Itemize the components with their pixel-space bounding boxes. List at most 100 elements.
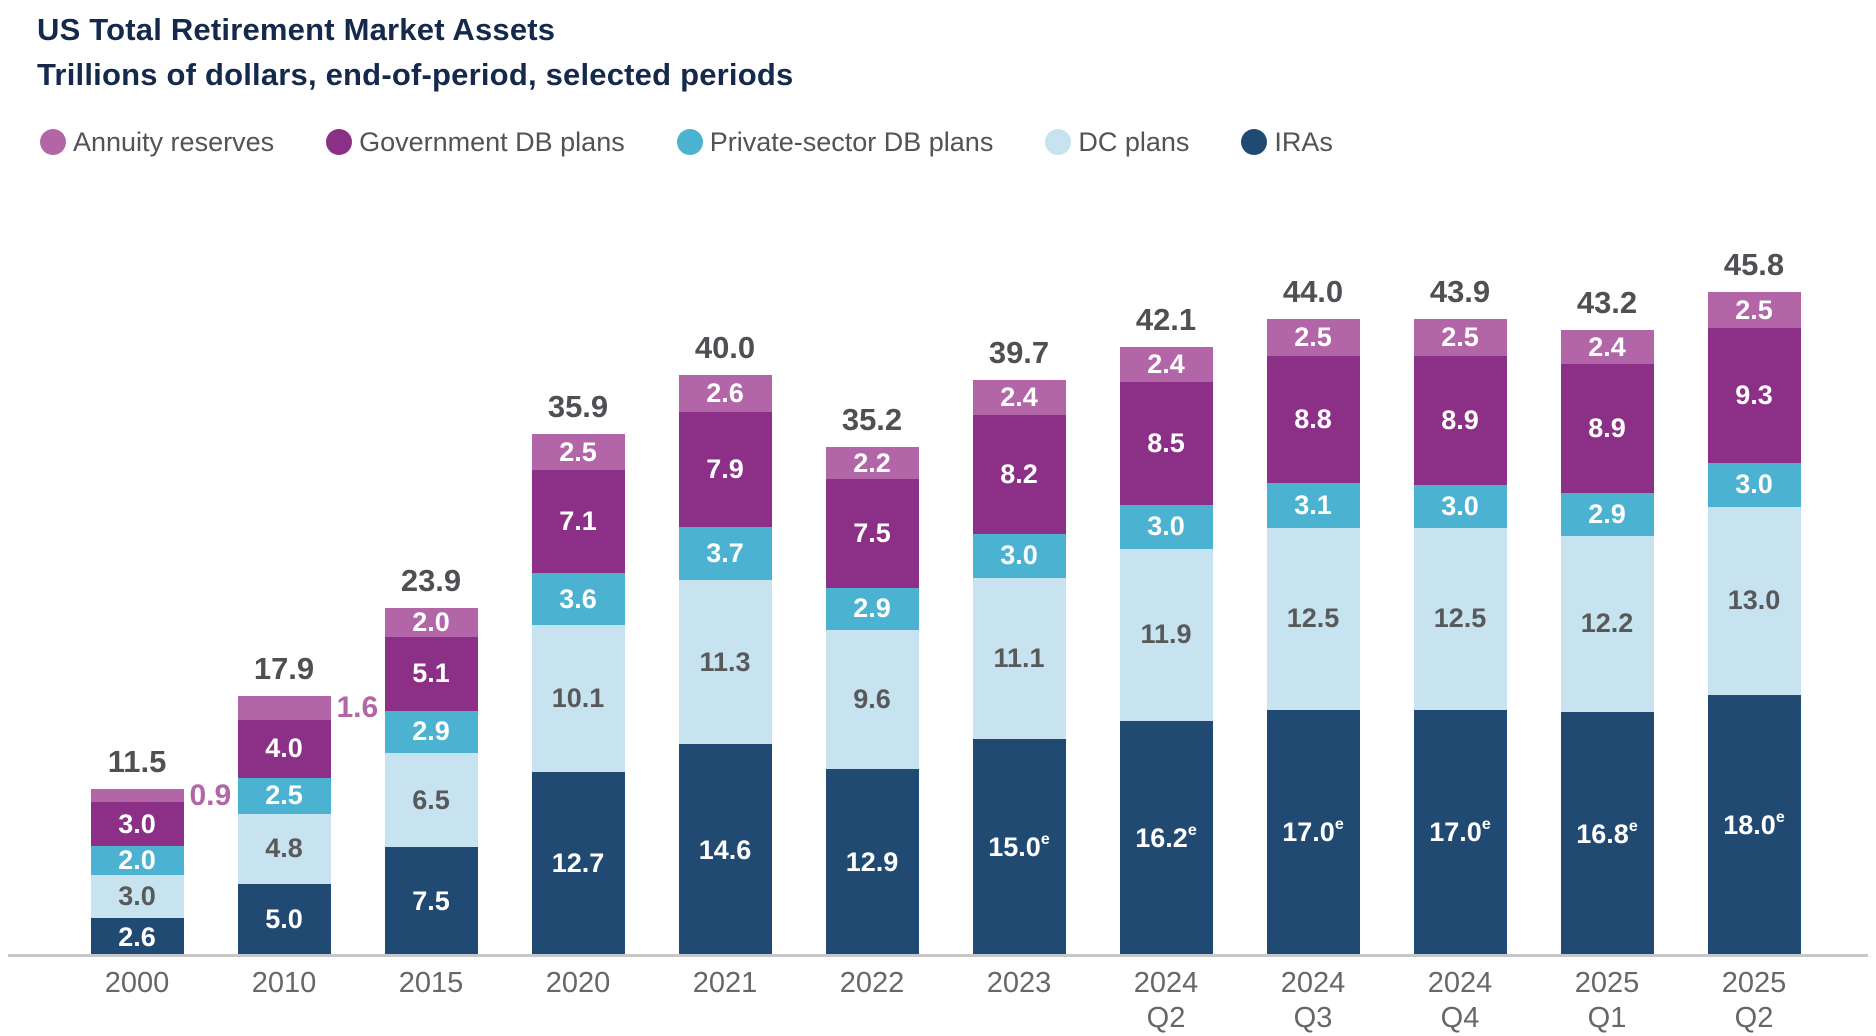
segment-private-sector-db-plans-2025-q1: 2.9 [1560, 493, 1654, 536]
total-label-2023: 39.7 [988, 335, 1050, 371]
legend-label: DC plans [1078, 126, 1190, 157]
x-axis-label-year: 2024 [1427, 967, 1493, 999]
bar-2023: 15.0e 11.1 3.0 8.2 2.4 [972, 380, 1066, 956]
legend-item-government-db-plans: Government DB plans [326, 127, 625, 158]
total-label-2022: 35.2 [841, 402, 903, 438]
legend-swatch-icon [1045, 129, 1072, 155]
bar-2024-q4: 17.0e 12.5 3.0 8.9 2.5 [1413, 319, 1507, 956]
x-axis-label-2023: 2023 [987, 966, 1052, 1001]
segment-value-label: 18.0e [1723, 809, 1785, 840]
legend-item-annuity-reserves: Annuity reserves [40, 127, 274, 158]
total-label-2010: 17.9 [253, 651, 315, 687]
segment-private-sector-db-plans-2021: 3.7 [678, 526, 772, 581]
estimate-flag: e [1481, 816, 1491, 834]
x-axis-label-2000: 2000 [105, 966, 170, 1001]
segment-private-sector-db-plans-2024-q2: 3.0 [1119, 505, 1213, 549]
segment-government-db-plans-2010: 4.0 [237, 719, 331, 778]
segment-value-label: 3.0 [118, 881, 156, 912]
segment-dc-plans-2010: 4.8 [237, 813, 331, 884]
x-axis-label-year: 2021 [692, 967, 758, 999]
segment-value-label: 14.6 [698, 834, 752, 865]
segment-private-sector-db-plans-2023: 3.0 [972, 534, 1066, 578]
segment-private-sector-db-plans-2025-q2: 3.0 [1707, 463, 1801, 507]
segment-value-label: 2.0 [118, 844, 156, 875]
segment-value-label: 7.1 [559, 506, 597, 537]
legend-label: IRAs [1274, 126, 1333, 157]
segment-private-sector-db-plans-2020: 3.6 [531, 573, 625, 626]
segment-government-db-plans-2025-q2: 9.3 [1707, 328, 1801, 463]
x-axis-label-quarter: Q4 [1440, 1001, 1480, 1034]
bar-2024-q2: 16.2e 11.9 3.0 8.5 2.4 [1119, 347, 1213, 956]
segment-value-label: 7.5 [412, 886, 450, 917]
segment-government-db-plans-2021: 7.9 [678, 412, 772, 527]
segment-value-label: 15.0e [988, 830, 1050, 862]
bar-2022: 12.9 9.6 2.9 7.5 2.2 [825, 447, 919, 956]
segment-value-label: 5.0 [265, 904, 303, 935]
legend-item-private-sector-db-plans: Private-sector DB plans [676, 126, 994, 158]
x-axis-label-year: 2020 [545, 967, 611, 999]
legend-label: Government DB plans [359, 126, 625, 157]
segment-government-db-plans-2024-q2: 8.5 [1119, 381, 1213, 506]
segment-value-label: 2.4 [1000, 382, 1038, 413]
segment-private-sector-db-plans-2000: 2.0 [90, 844, 184, 875]
x-axis-line [8, 954, 1868, 957]
x-axis-label-year: 2025 [1721, 967, 1787, 999]
segment-value-label: 12.9 [845, 846, 899, 877]
x-axis-label-2010: 2010 [252, 966, 317, 1001]
segment-value-label: 12.7 [551, 848, 605, 879]
segment-government-db-plans-2025-q1: 8.9 [1560, 364, 1654, 494]
segment-value-label: 2.4 [1147, 348, 1185, 379]
bar-2010: 5.0 4.8 2.5 4.0 [237, 696, 331, 956]
segment-iras-2020: 12.7 [531, 771, 625, 956]
estimate-flag: e [1187, 822, 1197, 840]
segment-value-label: 2.5 [265, 780, 303, 811]
segment-dc-plans-2024-q4: 12.5 [1413, 528, 1507, 710]
outside-value-label-annuity-reserves-2010: 1.6 [336, 691, 379, 725]
segment-value-label: 3.0 [1000, 540, 1038, 571]
segment-dc-plans-2025-q1: 12.2 [1560, 535, 1654, 713]
segment-value-label: 9.3 [1735, 380, 1773, 411]
segment-private-sector-db-plans-2024-q3: 3.1 [1266, 483, 1360, 529]
total-label-2021: 40.0 [694, 329, 756, 365]
segment-government-db-plans-2015: 5.1 [384, 637, 478, 711]
segment-value-label: 11.3 [699, 646, 751, 677]
segment-private-sector-db-plans-2024-q4: 3.0 [1413, 484, 1507, 529]
legend-item-iras: IRAs [1241, 127, 1333, 158]
total-label-2024-q3: 44.0 [1282, 274, 1344, 310]
segment-value-label: 12.2 [1580, 608, 1634, 639]
segment-value-label: 2.5 [1441, 322, 1479, 353]
segment-value-label: 9.6 [853, 683, 891, 714]
segment-value-label: 8.2 [1000, 459, 1038, 490]
segment-value-label: 17.0e [1282, 816, 1344, 848]
segment-private-sector-db-plans-2015: 2.9 [384, 710, 478, 753]
segment-dc-plans-2024-q3: 12.5 [1266, 528, 1360, 710]
segment-value-label: 11.9 [1140, 619, 1192, 650]
segment-annuity-reserves-2010 [237, 696, 331, 720]
segment-value-label: 8.9 [1588, 413, 1626, 444]
segment-dc-plans-2020: 10.1 [531, 625, 625, 772]
x-axis-label-2021: 2021 [693, 966, 758, 1001]
segment-value-label: 2.0 [412, 607, 450, 638]
segment-annuity-reserves-2025-q2: 2.5 [1707, 291, 1801, 329]
legend-swatch-icon [40, 129, 66, 155]
x-axis-label-2025-q2: 2025 Q2 [1722, 966, 1787, 1036]
legend-label: Private-sector DB plans [709, 126, 994, 157]
total-label-2025-q1: 43.2 [1576, 284, 1638, 320]
bar-2025-q2: 18.0e 13.0 3.0 9.3 2.5 [1707, 291, 1801, 956]
bar-2025-q1: 16.8e 12.2 2.9 8.9 2.4 [1560, 329, 1654, 956]
total-label-2020: 35.9 [547, 389, 609, 424]
segment-annuity-reserves-2015: 2.0 [384, 607, 478, 638]
segment-private-sector-db-plans-2010: 2.5 [237, 777, 331, 814]
segment-value-label: 3.7 [706, 538, 744, 569]
segment-value-label: 8.9 [1441, 404, 1479, 435]
bar-2000: 2.6 3.0 2.0 3.0 [90, 789, 184, 956]
segment-annuity-reserves-2020: 2.5 [531, 434, 625, 471]
segment-value-label: 2.5 [1294, 322, 1332, 353]
total-label-2000: 11.5 [107, 744, 167, 780]
estimate-flag: e [1334, 816, 1344, 834]
segment-value-label: 7.9 [706, 454, 744, 485]
segment-value-label: 8.8 [1294, 404, 1332, 435]
segment-value-label: 5.1 [412, 658, 450, 689]
total-label-2024-q4: 43.9 [1429, 274, 1491, 310]
segment-value-label: 17.0e [1429, 816, 1491, 848]
